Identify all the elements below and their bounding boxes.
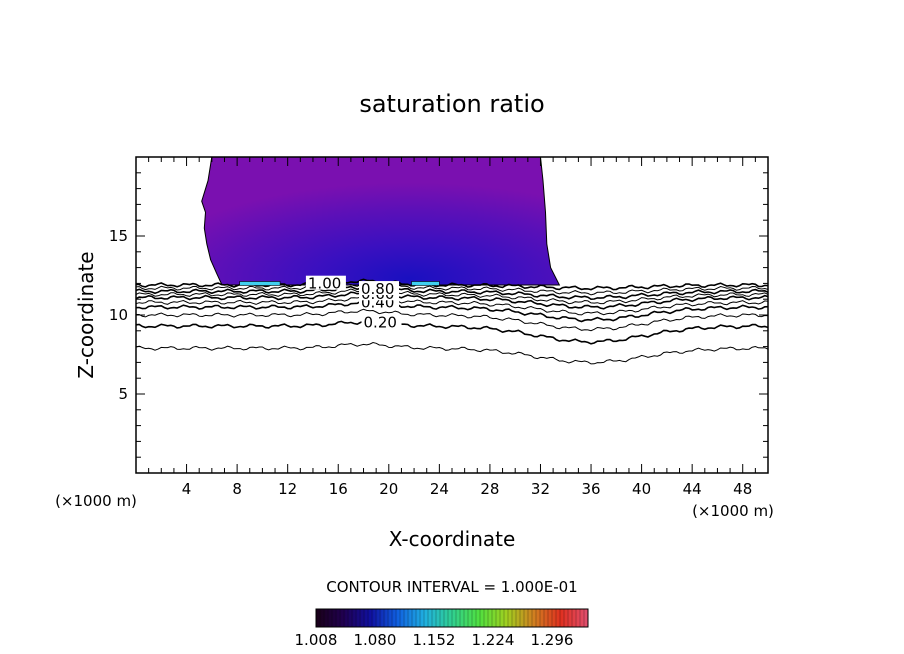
colorbar-tick-label: 1.008	[295, 631, 338, 649]
colorbar-tick-label: 1.224	[471, 631, 514, 649]
contour-interval-text: CONTOUR INTERVAL = 1.000E-01	[326, 578, 577, 596]
contour-label-bg	[361, 314, 402, 329]
y-tick-label: 5	[118, 385, 128, 403]
contour-line	[136, 282, 768, 296]
x-tick-label: 44	[683, 480, 702, 498]
contour-line	[136, 288, 768, 305]
x-axis-label: X-coordinate	[389, 527, 516, 551]
x-tick-label: 16	[329, 480, 348, 498]
contour-line	[136, 291, 768, 310]
y-tick-label: 10	[109, 306, 128, 324]
colorbar	[315, 608, 589, 628]
contour-line	[136, 308, 768, 332]
x-tick-label: 20	[379, 480, 398, 498]
x-unit-left: (×1000 m)	[55, 492, 137, 510]
x-tick-label: 28	[480, 480, 499, 498]
contour-line	[136, 296, 768, 316]
colorbar-tick-label: 1.152	[412, 631, 455, 649]
x-tick-label: 36	[581, 480, 600, 498]
x-tick-label: 48	[733, 480, 752, 498]
contour-line	[136, 284, 768, 301]
contour-line	[136, 319, 768, 345]
contour-lines	[136, 278, 768, 365]
x-tick-label: 12	[278, 480, 297, 498]
chart-title: saturation ratio	[359, 90, 544, 118]
supersaturated-region	[201, 157, 561, 286]
colorbar-labels: 1.008 1.080 1.152 1.224 1.296	[295, 631, 574, 649]
axis-ticks	[136, 157, 768, 473]
contour-line	[136, 300, 768, 323]
contour-label: 0.20	[364, 313, 397, 331]
supersaturation-maximum	[239, 281, 281, 286]
contour-line	[136, 341, 768, 365]
supersaturation-maximum	[411, 281, 440, 286]
colorbar-stripes	[319, 609, 585, 627]
plot-area	[136, 157, 768, 365]
x-tick-label: 8	[232, 480, 242, 498]
contour-label-bg	[305, 275, 346, 290]
y-tick-label: 15	[109, 227, 128, 245]
x-tick-label: 40	[632, 480, 651, 498]
colorbar-tick-label: 1.080	[354, 631, 397, 649]
x-unit-right: (×1000 m)	[692, 502, 774, 520]
colorbar-tick-label: 1.296	[530, 631, 573, 649]
x-tick-label: 4	[182, 480, 192, 498]
contour-label: 1.00	[308, 275, 341, 293]
x-tick-label: 32	[531, 480, 550, 498]
y-axis-label: Z-coordinate	[74, 251, 98, 378]
x-tick-label: 24	[430, 480, 449, 498]
contour-label: 0.80	[361, 280, 394, 298]
contour-label-bg	[358, 281, 399, 296]
contour-labels: 0.200.400.600.801.00	[305, 275, 402, 331]
